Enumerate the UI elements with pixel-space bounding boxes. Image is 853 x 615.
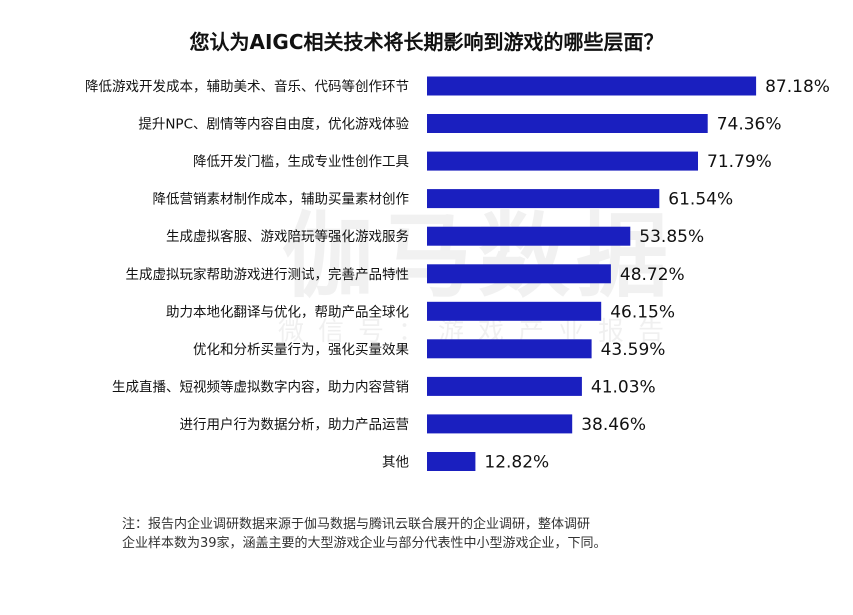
category-label-6: 生成虚拟玩家帮助游戏进行测试，完善产品特性 [126,266,410,283]
category-label-3: 降低开发门槛，生成专业性创作工具 [193,154,409,170]
bar-3 [427,151,698,171]
bar-10 [427,414,573,434]
footnote-line-2: 企业样本数为39家，涵盖主要的大型游戏企业与部分代表性中小型游戏企业，下同。 [122,536,607,551]
bar-1 [427,76,757,96]
category-label-1: 降低游戏开发成本，辅助美术、音乐、代码等创作环节 [85,78,409,95]
value-label-3: 71.79% [707,152,772,172]
bar-8 [427,339,592,359]
value-label-6: 48.72% [620,265,685,285]
category-label-2: 提升NPC、剧情等内容自由度，优化游戏体验 [138,116,409,133]
category-label-5: 生成虚拟客服、游戏陪玩等强化游戏服务 [166,228,409,245]
footnote-line-1: 注：报告内企业调研数据来源于伽马数据与腾讯云联合展开的企业调研，整体调研 [122,517,591,532]
bar-7 [427,301,602,321]
value-label-1: 87.18% [765,77,830,97]
value-label-7: 46.15% [610,302,675,322]
value-label-2: 74.36% [717,115,782,135]
watermark-main: 伽马数据 [282,203,674,310]
chart-title: 您认为AIGC相关技术将长期影响到游戏的哪些层面？ [189,30,664,54]
bar-11 [427,452,476,471]
value-label-8: 43.59% [601,340,666,360]
bar-4 [427,189,660,209]
value-label-10: 38.46% [581,415,646,435]
value-label-5: 53.85% [639,227,704,247]
category-label-8: 优化和分析买量行为，强化买量效果 [193,342,409,358]
category-label-10: 进行用户行为数据分析，助力产品运营 [180,416,410,433]
category-label-9: 生成直播、短视频等虚拟数字内容，助力内容营销 [112,378,409,395]
bar-6 [427,264,611,284]
category-label-7: 助力本地化翻译与优化，帮助产品全球化 [166,303,409,320]
footnote: 注：报告内企业调研数据来源于伽马数据与腾讯云联合展开的企业调研，整体调研 企业样… [122,515,607,553]
value-label-9: 41.03% [591,377,656,397]
category-label-11: 其他 [382,455,409,471]
bar-9 [427,376,582,396]
value-label-4: 61.54% [668,190,733,210]
bar-2 [427,114,708,133]
value-label-11: 12.82% [484,453,549,473]
category-label-4: 降低营销素材制作成本，辅助买量素材创作 [153,192,410,208]
bar-5 [427,226,631,246]
